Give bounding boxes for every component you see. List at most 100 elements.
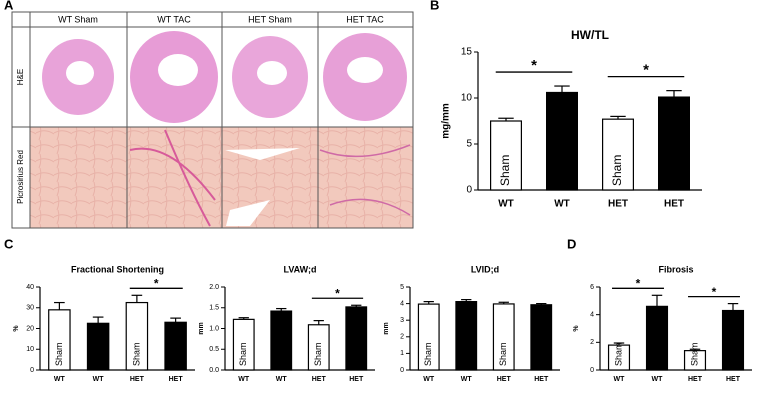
chart-title: Fibrosis [658,264,693,274]
chart: HW/TL mg/mm 0 5 10 15 Sham WT TAC WT Sham HET TAC HET… [441,28,702,210]
tissue-image [318,127,413,228]
lumen [66,61,94,85]
x-tick-label: WT [652,376,664,383]
x-tick-label: WT [498,199,514,210]
bar-label: Sham [498,342,508,366]
y-tick-label: 1 [400,350,404,357]
y-tick-label: 2 [590,339,594,346]
bar-label: TAC [351,348,361,366]
bar-label: Sham [54,342,64,366]
x-tick-label: HET [497,376,512,383]
row-header: Picrosirius Red [16,150,25,204]
y-tick-label: 0 [400,367,404,374]
fibrosis-streak [319,144,411,216]
chart-title: HW/TL [571,28,609,42]
chart: LVAW;d mm 0.0 0.5 1.0 1.5 2.0 Sham WT TAC WT Sham HE… [198,264,375,383]
bar-label: Sham [131,342,141,366]
bar-label: Sham [238,342,248,366]
y-tick-label: 0.0 [209,367,219,374]
y-tick-label: 30 [26,305,34,312]
y-tick-label: 40 [26,284,34,291]
y-tick-label: 0 [30,367,34,374]
bar-label: TAC [170,348,180,366]
x-tick-label: HET [726,376,741,383]
bar-label: TAC [727,348,737,366]
bar-label: Sham [313,342,323,366]
panel-label: C [4,236,14,251]
tissue-gap [225,148,300,226]
bar-label: TAC [93,348,103,366]
chart: LVID;d mm 0 1 2 3 4 5 Sham WT TAC WT Sham HET TAC HET [383,264,560,383]
tissue-image [30,127,127,228]
bar-label: TAC [666,163,680,186]
panel-label: B [430,0,439,12]
bar-label: TAC [536,348,546,366]
lumen [347,57,383,83]
y-tick-label: 5 [400,284,404,291]
y-axis-label: % [573,325,580,332]
significance-label: * [335,286,340,300]
x-tick-label: WT [276,376,288,383]
panel-label: A [4,0,14,12]
panel-label: D [567,236,576,251]
bar-label: TAC [276,348,286,366]
bar-label: TAC [461,348,471,366]
x-tick-label: WT [554,199,570,210]
y-tick-label: 0 [590,367,594,374]
bar-label: Sham [613,342,623,366]
y-tick-label: 2 [400,334,404,341]
he-images [42,31,407,123]
significance-label: * [712,285,717,299]
significance-label: * [643,62,649,79]
x-tick-label: HET [534,376,549,383]
x-tick-label: HET [312,376,327,383]
y-axis-label: mg/mm [441,103,452,139]
bar-label: Sham [610,155,624,186]
significance-label: * [154,276,159,290]
y-tick-label: 3 [400,317,404,324]
x-tick-label: WT [461,376,473,383]
x-tick-label: HET [608,199,628,210]
column-header: WT TAC [157,14,191,24]
y-tick-label: 4 [590,312,594,319]
histology-frame [11,11,414,229]
y-tick-label: 2.0 [209,284,219,291]
column-header: HET TAC [346,14,384,24]
column-header: WT Sham [58,14,98,24]
bar [601,118,634,191]
histology-panel [11,11,414,229]
bar-label: Sham [689,342,699,366]
bar-label: TAC [554,163,568,186]
y-axis-label: mm [198,322,205,334]
y-tick-label: 6 [590,284,594,291]
lumen [257,61,287,85]
y-axis-label: mm [383,322,390,334]
tissue-image [127,127,222,228]
chart-title: LVAW;d [284,264,317,274]
bar-label: Sham [423,342,433,366]
chart: Fibrosis% 0 2 4 6 Sham WT TAC WT Sham HET TAC HET * * [573,264,752,383]
chart-title: LVID;d [471,264,499,274]
x-tick-label: WT [54,376,66,383]
x-tick-label: WT [614,376,626,383]
bar-label: Sham [498,155,512,186]
y-tick-label: 10 [461,93,473,104]
bar [490,120,523,191]
lumen [158,54,198,86]
bar [657,96,690,191]
row-header: H&E [16,69,25,85]
y-tick-label: 4 [400,300,404,307]
significance-label: * [636,276,641,290]
significance-label: * [531,57,537,74]
y-tick-label: 15 [461,47,473,58]
x-tick-label: HET [688,376,703,383]
column-header: HET Sham [248,14,292,24]
x-tick-label: WT [238,376,250,383]
y-tick-label: 10 [26,346,34,353]
chart: Fractional Shortening% 0 10 20 30 40 Sham WT TAC… [13,264,195,383]
chart-title: Fractional Shortening [71,264,164,274]
x-tick-label: HET [169,376,184,383]
x-tick-label: HET [130,376,145,383]
y-tick-label: 20 [26,325,34,332]
